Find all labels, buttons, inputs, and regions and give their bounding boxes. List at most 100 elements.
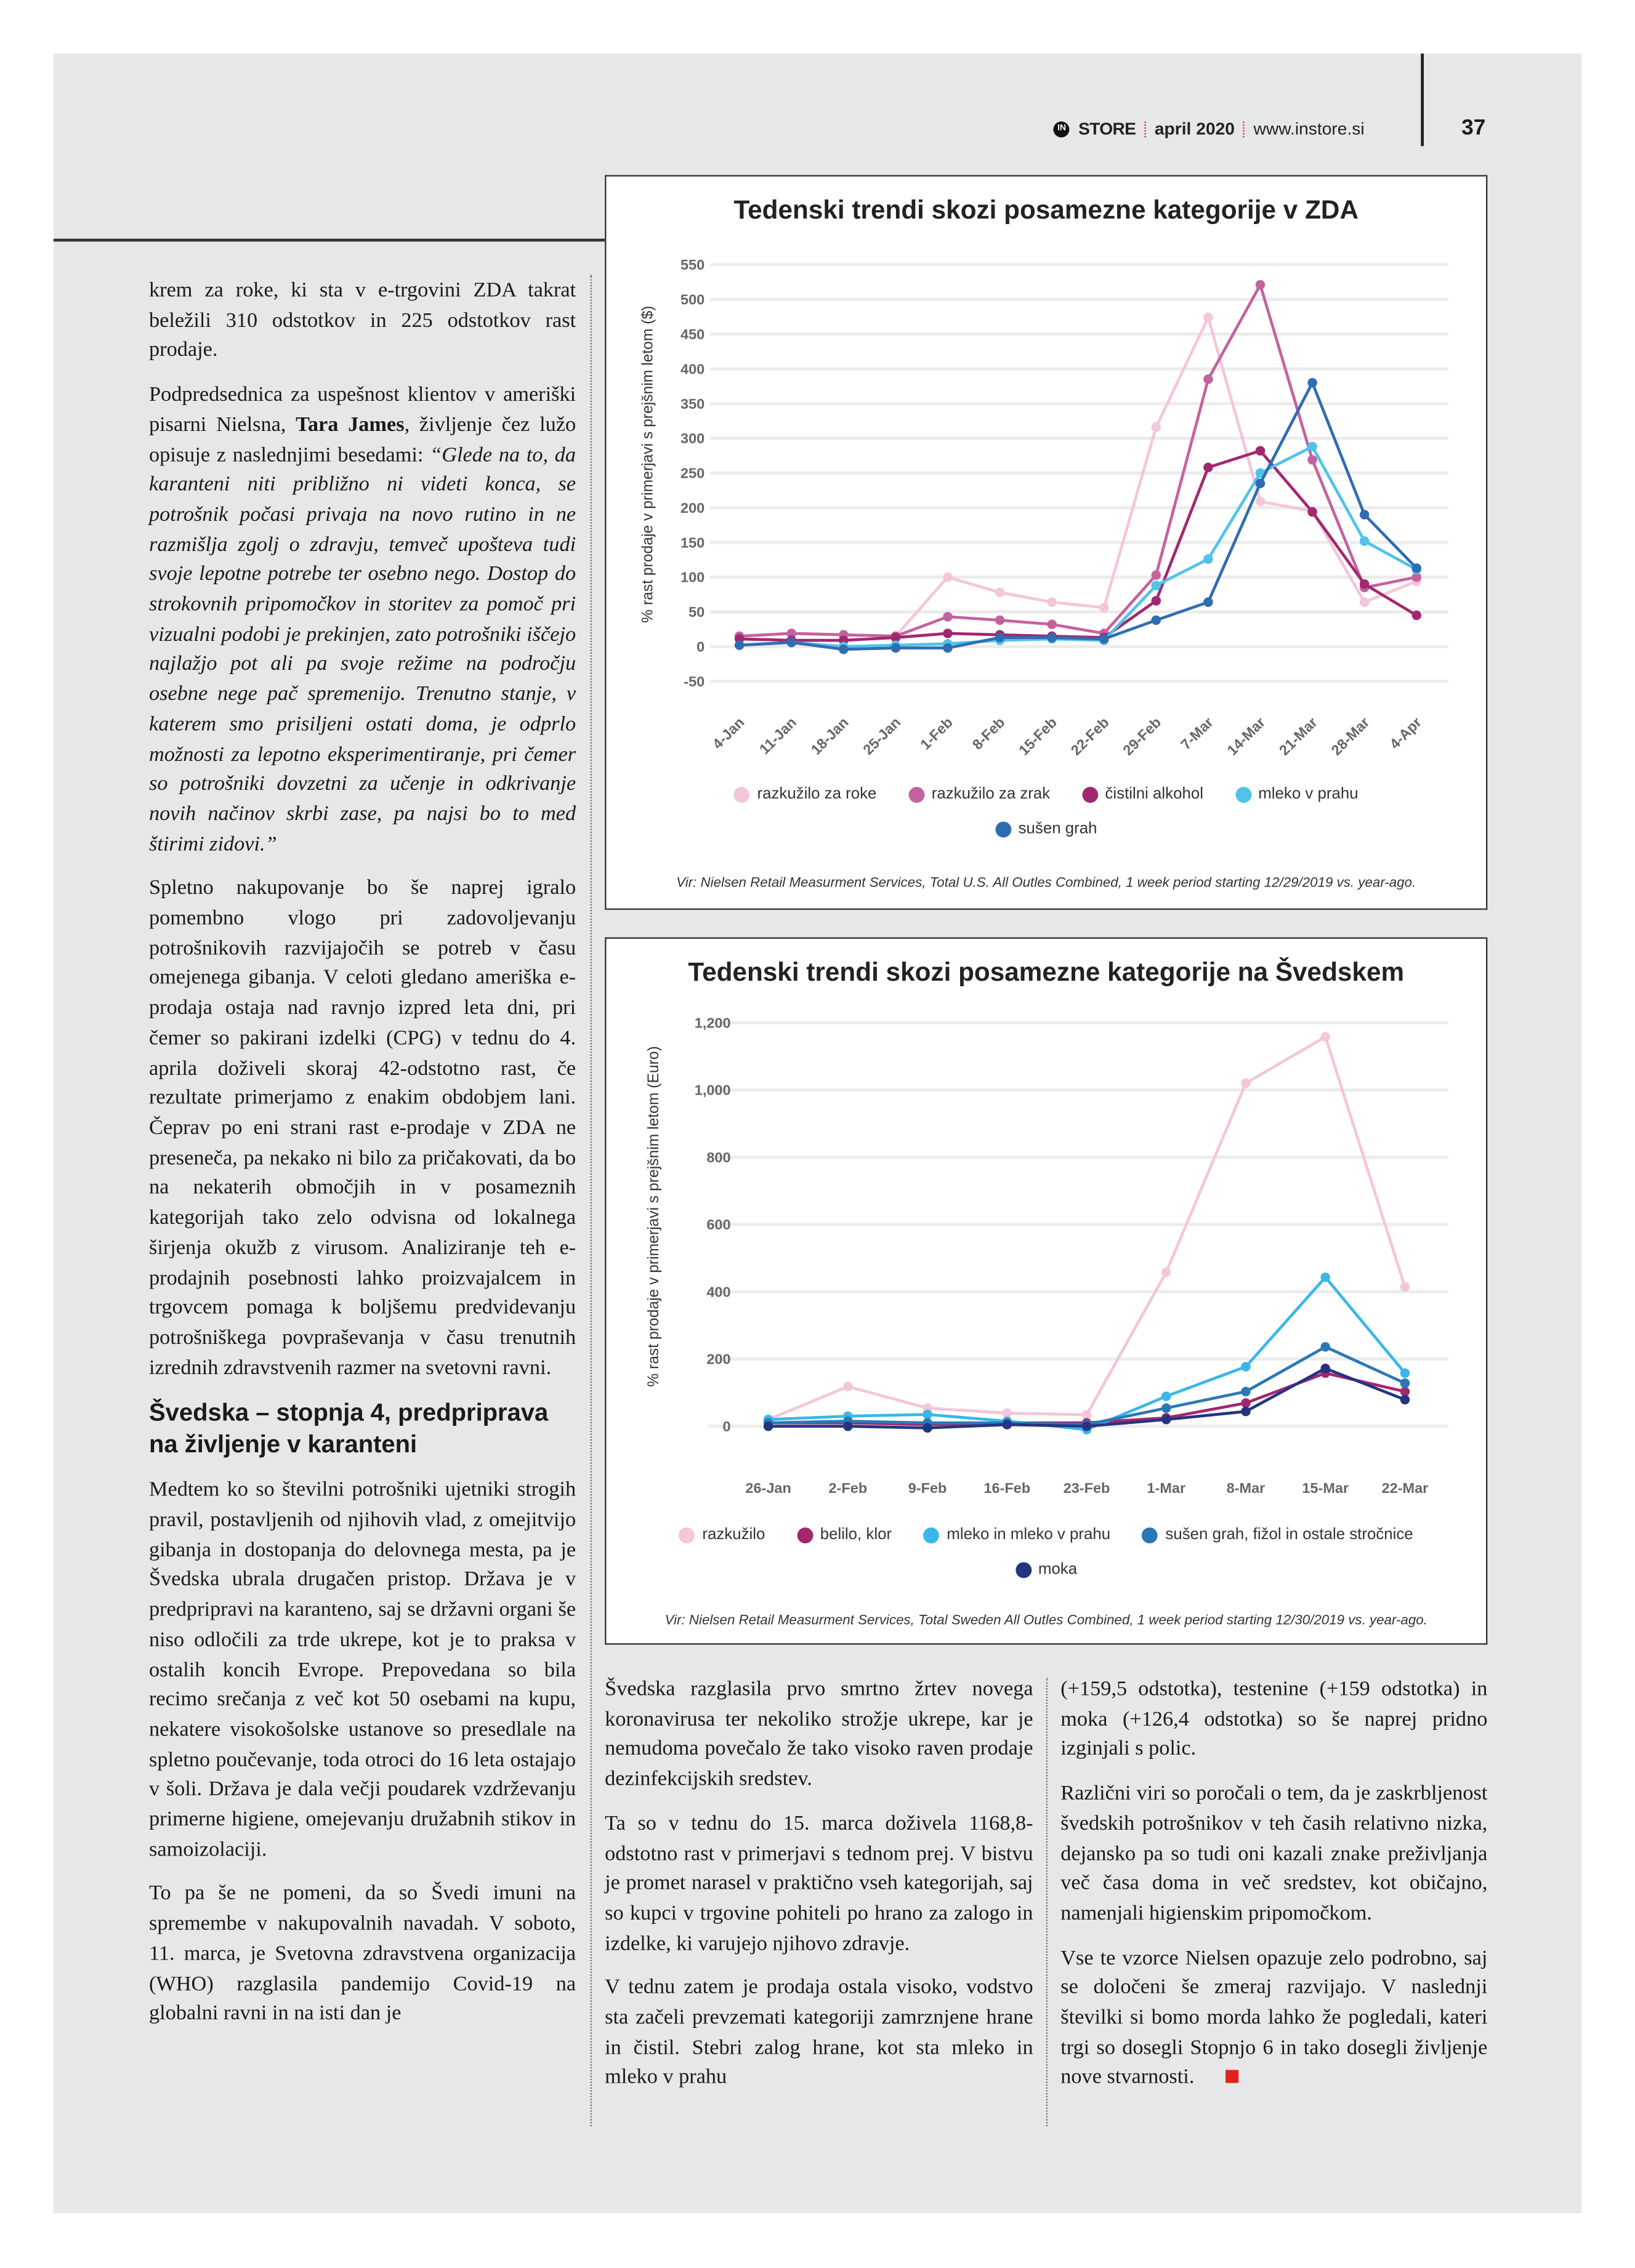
data-point (943, 643, 953, 653)
y-tick-label: 200 (706, 1351, 730, 1367)
data-point (1151, 615, 1161, 625)
y-tick-label: 250 (680, 465, 704, 481)
x-tick-label: 18-Jan (808, 714, 852, 758)
data-point (995, 587, 1005, 598)
data-point (1400, 1368, 1410, 1378)
data-point (763, 1421, 773, 1431)
x-tick-label: 29-Feb (1120, 714, 1164, 758)
y-tick-label: 1,000 (695, 1082, 731, 1098)
y-tick-label: 150 (680, 534, 704, 550)
chart-source: Vir: Nielsen Retail Measurment Services,… (676, 875, 1416, 891)
y-tick-label: 100 (680, 569, 704, 585)
legend-swatch-icon (923, 1527, 940, 1543)
x-tick-label: 21-Mar (1276, 714, 1320, 758)
data-point (843, 1381, 853, 1391)
section-rule (53, 238, 605, 242)
legend-row: moka (1015, 1561, 1077, 1578)
data-point (1320, 1272, 1330, 1282)
chart-legend: razkužilo belilo, klor mleko in mleko v pr… (606, 1526, 1486, 1578)
y-axis-label: % rast prodaje v primerjavi s prejšnim l… (640, 306, 656, 623)
chart-plot: 0 200 400 600 800 1,000 1,200 % rast prodaje v … (645, 1015, 1448, 1496)
legend-item: belilo, klor (797, 1526, 892, 1543)
divider (1144, 121, 1146, 137)
legend-label: razkužilo (702, 1526, 765, 1544)
x-tick-label: 25-Jan (860, 714, 903, 758)
x-tick-label: 23-Feb (1064, 1480, 1110, 1496)
data-point (1241, 1078, 1251, 1088)
data-point (1203, 374, 1213, 384)
y-tick-label: 0 (722, 1418, 730, 1434)
text: Podpredsednica za uspešnost klientov v a… (149, 383, 576, 437)
y-tick-label: 300 (680, 430, 704, 446)
y-tick-label: 400 (680, 361, 704, 377)
instore-logo-icon: IN (1054, 121, 1070, 137)
data-point (995, 615, 1005, 625)
x-tick-label: 8-Feb (969, 714, 1008, 753)
middle-column: Švedska razglasila prvo smrtno žrtev nov… (605, 1675, 1033, 2108)
paragraph: V tednu zatem je prodaja ostala visoko, … (605, 1976, 1033, 2089)
legend-swatch-icon (995, 821, 1011, 837)
y-tick-label: 800 (706, 1149, 730, 1165)
legend-item: čistilni alkohol (1081, 786, 1203, 803)
x-tick-label: 1-Feb (917, 714, 956, 753)
data-point (1400, 1282, 1410, 1292)
x-tick-label: 28-Mar (1328, 714, 1373, 758)
x-tick-label: 1-Mar (1147, 1480, 1185, 1496)
legend-swatch-icon (733, 786, 750, 802)
data-point (786, 629, 796, 638)
chart-title: Tedenski trendi skozi posamezne kategori… (733, 195, 1359, 225)
y-axis-label: % rast prodaje v primerjavi s prejšnim l… (645, 1046, 662, 1387)
data-point (1359, 536, 1370, 546)
data-point (1203, 554, 1213, 564)
legend-label: moka (1038, 1561, 1078, 1578)
legend-label: belilo, klor (820, 1526, 892, 1544)
x-tick-label: 9-Feb (908, 1480, 947, 1496)
data-point (1255, 496, 1266, 507)
paragraph: (+159,5 odstotka), testenine (+159 odsto… (1060, 1678, 1488, 1761)
right-column: (+159,5 odstotka), testenine (+159 odsto… (1060, 1675, 1487, 2108)
paragraph: Ta so v tednu do 15. marca doživela 1168… (605, 1812, 1033, 1955)
end-mark-icon (1226, 2070, 1240, 2084)
data-point (1161, 1415, 1171, 1425)
data-point (1151, 570, 1161, 580)
data-point (1359, 579, 1370, 589)
data-point (1255, 478, 1266, 488)
legend-item: razkužilo za zrak (908, 786, 1050, 803)
data-point (843, 1421, 853, 1431)
person-name: Tara James (296, 413, 405, 437)
chart-plot: -50 0 50 100 150 200 250 300 350 400 450 500 550 % ra… (640, 257, 1448, 758)
legend-swatch-icon (908, 786, 924, 802)
data-point (1411, 610, 1422, 621)
y-tick-label: 500 (680, 292, 704, 308)
legend-row: razkužilo belilo, klor mleko in mleko v pr… (679, 1526, 1413, 1543)
paragraph: Spletno nakupovanje bo še naprej igralo … (149, 877, 576, 1380)
x-tick-label: 22-Feb (1068, 714, 1112, 758)
issue-date: april 2020 (1154, 118, 1235, 139)
legend-swatch-icon (1015, 1561, 1031, 1578)
legend-swatch-icon (1081, 786, 1098, 802)
chart-sweden: Tedenski trendi skozi posamezne kategori… (605, 937, 1488, 1645)
y-tick-label: 350 (680, 396, 704, 412)
legend-item: sušen grah, fižol in ostale stročnice (1142, 1526, 1413, 1543)
data-point (1320, 1032, 1330, 1042)
y-tick-label: 1,200 (695, 1015, 731, 1031)
data-point (1307, 455, 1317, 465)
legend-label: sušen grah, fižol in ostale stročnice (1165, 1526, 1413, 1544)
data-point (1161, 1403, 1171, 1413)
data-point (995, 632, 1005, 643)
x-tick-label: 4-Jan (709, 714, 748, 752)
data-point (1203, 462, 1213, 473)
y-tick-label: -50 (684, 674, 704, 690)
legend-item: razkužilo (679, 1526, 765, 1543)
series-line (739, 379, 1418, 651)
data-point (1359, 597, 1370, 607)
x-tick-label: 2-Feb (829, 1480, 868, 1496)
data-point (1307, 377, 1317, 388)
data-point (1400, 1378, 1410, 1388)
chart-usa: Tedenski trendi skozi posamezne kategori… (605, 175, 1488, 910)
data-point (1099, 634, 1109, 644)
website-link[interactable]: www.instore.si (1253, 118, 1365, 139)
data-point (943, 612, 953, 622)
x-tick-label: 15-Feb (1015, 714, 1060, 758)
